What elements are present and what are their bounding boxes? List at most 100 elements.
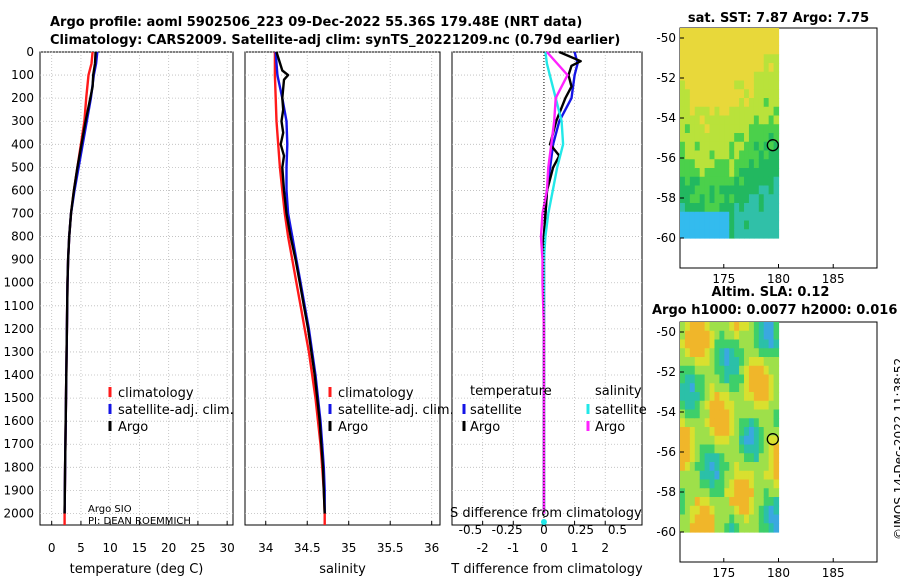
y-tick-label: 1500 xyxy=(3,391,34,405)
map-subtitle: Argo h1000: 0.0077 h2000: 0.016 xyxy=(652,303,897,318)
map-x-tick-label: 185 xyxy=(822,566,845,580)
map-y-tick-label: -60 xyxy=(656,231,676,245)
legend-temperature-heading: temperature xyxy=(470,384,552,399)
legend-label: satellite-adj. clim. xyxy=(338,403,454,418)
x-tick-label: 35 xyxy=(341,541,356,555)
series-line-argo xyxy=(63,51,97,514)
y-tick-label: 400 xyxy=(11,137,34,151)
panel-salinity xyxy=(244,51,441,526)
x-tick-label-secondary: -0.25 xyxy=(492,523,523,537)
x-tick-label: 35.5 xyxy=(377,541,404,555)
x-tick-label-secondary: 0.5 xyxy=(608,523,627,537)
y-tick-label: 800 xyxy=(11,230,34,244)
x-tick-label: 30 xyxy=(220,541,235,555)
pi-annotation: PI: DEAN ROEMMICH xyxy=(88,516,191,527)
legend-label: Argo xyxy=(338,420,368,435)
legend-label: Argo xyxy=(118,420,148,435)
legend-salinity-heading: salinity xyxy=(595,384,642,399)
y-tick-label: 1200 xyxy=(3,322,34,336)
panel-frame xyxy=(451,51,643,526)
y-tick-label: 700 xyxy=(11,207,34,221)
imos-timestamp: ©IMOS 14-Dec-2022 11:38:52 xyxy=(878,340,900,540)
x-tick-label: 1 xyxy=(571,541,579,555)
map-sst_map xyxy=(679,27,878,269)
x-tick-label: 0 xyxy=(48,541,56,555)
map-y-tick-label: -52 xyxy=(656,71,676,85)
panel-temperature xyxy=(39,51,234,526)
x-tick-label: 34.5 xyxy=(294,541,321,555)
y-tick-label: 1000 xyxy=(3,276,34,290)
map-sla_map xyxy=(679,321,878,563)
x-tick-label: 5 xyxy=(77,541,85,555)
map-y-tick-label: -50 xyxy=(656,325,676,339)
legend-label: satellite xyxy=(595,403,647,418)
map-x-tick-label: 180 xyxy=(767,566,790,580)
panel-frame xyxy=(244,51,441,526)
y-tick-label: 1600 xyxy=(3,414,34,428)
y-tick-label: 900 xyxy=(11,253,34,267)
map-y-tick-label: -54 xyxy=(656,405,676,419)
y-tick-label: 300 xyxy=(11,114,34,128)
argo-position-marker xyxy=(766,139,779,152)
legend-label: climatology xyxy=(118,386,194,401)
pi-annotation: Argo SIO xyxy=(88,504,132,515)
map-title: Altim. SLA: 0.12 xyxy=(712,285,830,300)
map-x-tick-label: 175 xyxy=(712,566,735,580)
y-tick-label: 2000 xyxy=(3,506,34,520)
y-tick-label: 1400 xyxy=(3,368,34,382)
map-title: sat. SST: 7.87 Argo: 7.75 xyxy=(688,11,869,26)
x-tick-label: 0 xyxy=(540,541,548,555)
y-tick-label: 100 xyxy=(11,68,34,82)
y-tick-label: 200 xyxy=(11,91,34,105)
imos-timestamp-text: ©IMOS 14-Dec-2022 11:38:52 xyxy=(892,357,900,540)
map-y-tick-label: -56 xyxy=(656,445,676,459)
map-y-tick-label: -58 xyxy=(656,485,676,499)
y-tick-label: 1900 xyxy=(3,483,34,497)
x-tick-label-secondary: 0.25 xyxy=(567,523,594,537)
map-y-tick-label: -50 xyxy=(656,31,676,45)
x-axis-label: temperature (deg C) xyxy=(70,562,204,577)
map-x-tick-label: 185 xyxy=(822,272,845,286)
y-tick-label: 600 xyxy=(11,183,34,197)
y-tick-label: 500 xyxy=(11,160,34,174)
panel-difference xyxy=(451,50,643,526)
x-tick-label-secondary: -0.5 xyxy=(459,523,482,537)
figure-title-line-2: Climatology: CARS2009. Satellite-adj cli… xyxy=(50,33,621,48)
map-y-tick-label: -54 xyxy=(656,111,676,125)
x-tick-label: 10 xyxy=(103,541,118,555)
legend-label: satellite-adj. clim. xyxy=(118,403,234,418)
x-tick-label: -1 xyxy=(507,541,519,555)
series-line-argo xyxy=(275,51,326,514)
argo-position-marker xyxy=(766,433,779,446)
legend-label: Argo xyxy=(595,420,625,435)
map-x-tick-label: 180 xyxy=(767,272,790,286)
surface-marker xyxy=(540,519,547,525)
x-tick-label: 34 xyxy=(258,541,273,555)
x-tick-label: -2 xyxy=(477,541,489,555)
map-y-tick-label: -52 xyxy=(656,365,676,379)
x-tick-label: 15 xyxy=(132,541,147,555)
x-tick-label: 36 xyxy=(424,541,439,555)
y-tick-label: 1700 xyxy=(3,437,34,451)
x-tick-label: 25 xyxy=(190,541,205,555)
map-y-tick-label: -56 xyxy=(656,151,676,165)
map-y-tick-label: -60 xyxy=(656,525,676,539)
y-tick-label: 1100 xyxy=(3,299,34,313)
panel-frame xyxy=(39,51,234,526)
series-line-s-argo xyxy=(539,51,569,514)
x-axis-label: salinity xyxy=(319,562,366,577)
map-y-tick-label: -58 xyxy=(656,191,676,205)
x-axis-label-secondary: S difference from climatology xyxy=(450,506,642,521)
y-tick-label: 1300 xyxy=(3,345,34,359)
x-tick-label: 2 xyxy=(601,541,609,555)
x-tick-label: 20 xyxy=(161,541,176,555)
legend-label: climatology xyxy=(338,386,414,401)
x-tick-label-secondary: 0 xyxy=(540,523,548,537)
legend-label: satellite xyxy=(470,403,522,418)
map-x-tick-label: 175 xyxy=(712,272,735,286)
y-tick-label: 1800 xyxy=(3,460,34,474)
legend-label: Argo xyxy=(470,420,500,435)
figure-title-line-1: Argo profile: aoml 5902506_223 09-Dec-20… xyxy=(50,15,583,30)
x-axis-label: T difference from climatology xyxy=(450,562,643,577)
